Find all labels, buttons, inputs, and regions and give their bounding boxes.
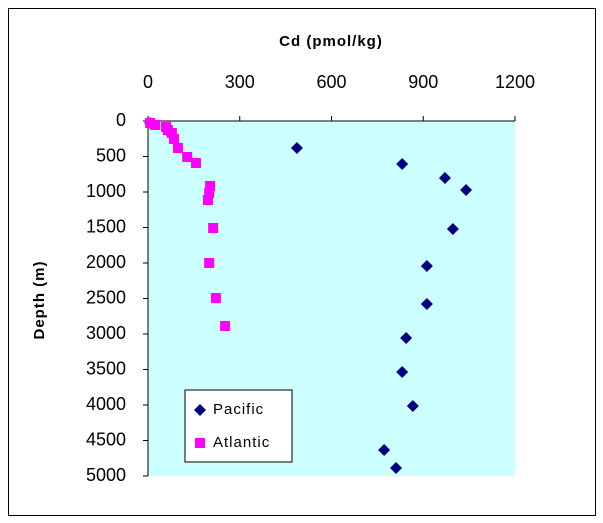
x-tick-label: 300 <box>225 72 255 92</box>
data-point <box>390 461 403 474</box>
data-point <box>205 180 216 191</box>
y-axis-label: Depth (m) <box>31 261 48 340</box>
data-point <box>182 151 193 162</box>
y-tick-label: 2000 <box>86 252 126 272</box>
y-tick-label: 3000 <box>86 323 126 343</box>
y-tick-label: 5000 <box>86 465 126 485</box>
legend-box <box>184 389 293 463</box>
data-point <box>460 184 473 197</box>
y-tick-label: 3500 <box>86 358 126 378</box>
data-point <box>420 259 433 272</box>
data-point <box>400 331 413 344</box>
x-axis-label: Cd (pmol/kg) <box>279 33 383 50</box>
x-tick-label: 1200 <box>495 72 535 92</box>
data-point <box>420 297 433 310</box>
data-point <box>202 195 213 206</box>
data-point <box>406 399 419 412</box>
data-point <box>172 142 183 153</box>
x-tick-label: 0 <box>143 72 153 92</box>
y-tick-label: 1000 <box>86 181 126 201</box>
data-point <box>438 172 451 185</box>
x-tick-label: 600 <box>316 72 346 92</box>
data-point <box>204 187 215 198</box>
data-point <box>204 258 215 268</box>
y-tick-label: 2500 <box>86 287 126 307</box>
legend-marker <box>194 404 206 416</box>
data-point <box>166 127 177 138</box>
data-point <box>208 222 219 233</box>
y-tick-label: 4500 <box>86 429 126 449</box>
legend-marker <box>195 438 205 448</box>
data-point <box>446 222 459 235</box>
data-point <box>191 158 202 169</box>
data-point <box>150 119 161 130</box>
legend-label: Atlantic <box>213 434 270 451</box>
data-point <box>220 320 231 331</box>
data-point <box>396 365 409 378</box>
y-tick-label: 0 <box>116 110 126 130</box>
data-point <box>168 134 179 145</box>
data-point <box>396 158 409 171</box>
x-tick-label: 900 <box>408 72 438 92</box>
data-point <box>378 444 391 457</box>
y-tick-label: 500 <box>96 145 126 165</box>
data-point <box>290 141 303 154</box>
data-point <box>210 293 221 304</box>
y-tick-label: 4000 <box>86 394 126 414</box>
legend-label: Pacific <box>213 401 264 418</box>
y-tick-label: 1500 <box>86 216 126 236</box>
